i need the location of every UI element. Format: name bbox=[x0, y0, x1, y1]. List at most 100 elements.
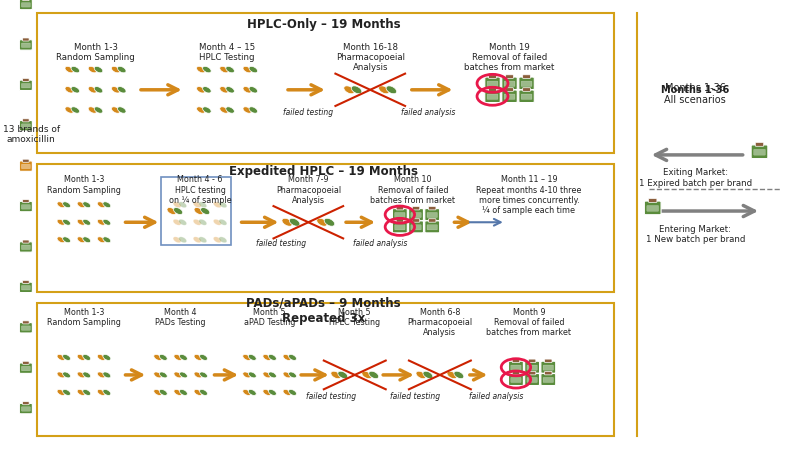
Ellipse shape bbox=[97, 389, 105, 396]
Ellipse shape bbox=[94, 66, 103, 73]
Ellipse shape bbox=[159, 354, 167, 361]
FancyBboxPatch shape bbox=[647, 206, 659, 211]
Ellipse shape bbox=[159, 372, 167, 378]
FancyBboxPatch shape bbox=[23, 119, 29, 122]
Ellipse shape bbox=[268, 389, 276, 396]
Ellipse shape bbox=[179, 219, 187, 225]
Ellipse shape bbox=[173, 202, 181, 208]
FancyBboxPatch shape bbox=[21, 164, 30, 169]
Ellipse shape bbox=[173, 219, 181, 225]
Text: Month 6-8
Pharmacopoeial
Analysis: Month 6-8 Pharmacopoeial Analysis bbox=[407, 308, 473, 337]
Ellipse shape bbox=[249, 354, 257, 361]
Ellipse shape bbox=[200, 372, 208, 378]
Ellipse shape bbox=[213, 219, 221, 225]
Ellipse shape bbox=[213, 202, 221, 208]
Ellipse shape bbox=[57, 202, 65, 208]
Ellipse shape bbox=[196, 107, 205, 113]
Ellipse shape bbox=[288, 372, 296, 378]
FancyBboxPatch shape bbox=[487, 81, 498, 87]
Ellipse shape bbox=[77, 202, 85, 208]
Ellipse shape bbox=[194, 372, 202, 378]
Ellipse shape bbox=[103, 237, 111, 243]
FancyBboxPatch shape bbox=[394, 224, 405, 230]
FancyBboxPatch shape bbox=[23, 281, 29, 283]
Text: Month 10
Removal of failed
batches from market: Month 10 Removal of failed batches from … bbox=[371, 175, 455, 205]
FancyBboxPatch shape bbox=[487, 94, 498, 99]
FancyBboxPatch shape bbox=[21, 124, 30, 128]
FancyBboxPatch shape bbox=[411, 224, 421, 230]
Text: failed analysis: failed analysis bbox=[401, 108, 455, 117]
FancyBboxPatch shape bbox=[512, 371, 520, 375]
Ellipse shape bbox=[154, 372, 162, 378]
FancyBboxPatch shape bbox=[485, 90, 501, 102]
Ellipse shape bbox=[77, 237, 85, 243]
FancyBboxPatch shape bbox=[508, 374, 524, 386]
Ellipse shape bbox=[243, 354, 251, 361]
FancyBboxPatch shape bbox=[756, 142, 763, 146]
Ellipse shape bbox=[454, 371, 464, 379]
Ellipse shape bbox=[199, 202, 207, 208]
Ellipse shape bbox=[317, 218, 327, 226]
FancyBboxPatch shape bbox=[21, 43, 30, 48]
Ellipse shape bbox=[112, 107, 120, 113]
Ellipse shape bbox=[263, 354, 271, 361]
FancyBboxPatch shape bbox=[524, 361, 539, 373]
FancyBboxPatch shape bbox=[523, 75, 531, 79]
FancyBboxPatch shape bbox=[37, 13, 614, 153]
FancyBboxPatch shape bbox=[754, 150, 765, 155]
FancyBboxPatch shape bbox=[489, 75, 497, 79]
Ellipse shape bbox=[63, 237, 70, 243]
Ellipse shape bbox=[379, 86, 389, 94]
Ellipse shape bbox=[57, 219, 65, 225]
FancyBboxPatch shape bbox=[521, 94, 532, 99]
FancyBboxPatch shape bbox=[409, 221, 424, 233]
Text: Expedited HPLC – 19 Months: Expedited HPLC – 19 Months bbox=[230, 166, 418, 178]
Ellipse shape bbox=[331, 371, 341, 379]
FancyBboxPatch shape bbox=[519, 90, 535, 102]
FancyBboxPatch shape bbox=[21, 245, 30, 250]
Ellipse shape bbox=[180, 372, 188, 378]
Ellipse shape bbox=[194, 354, 202, 361]
FancyBboxPatch shape bbox=[411, 212, 421, 218]
Ellipse shape bbox=[77, 219, 85, 225]
FancyBboxPatch shape bbox=[392, 221, 407, 233]
FancyBboxPatch shape bbox=[413, 219, 420, 222]
Text: Month 4 – 15
HPLC Testing: Month 4 – 15 HPLC Testing bbox=[199, 43, 255, 62]
FancyBboxPatch shape bbox=[21, 407, 30, 411]
Ellipse shape bbox=[71, 66, 80, 73]
FancyBboxPatch shape bbox=[427, 224, 437, 230]
Ellipse shape bbox=[71, 87, 80, 93]
FancyBboxPatch shape bbox=[511, 377, 521, 383]
Ellipse shape bbox=[174, 354, 182, 361]
FancyBboxPatch shape bbox=[649, 198, 657, 202]
Ellipse shape bbox=[219, 87, 228, 93]
FancyBboxPatch shape bbox=[19, 0, 32, 10]
Ellipse shape bbox=[263, 389, 271, 396]
Text: HPLC-Only – 19 Months: HPLC-Only – 19 Months bbox=[247, 18, 401, 31]
Ellipse shape bbox=[82, 372, 90, 378]
FancyBboxPatch shape bbox=[19, 363, 32, 374]
Ellipse shape bbox=[173, 237, 181, 243]
FancyBboxPatch shape bbox=[425, 221, 440, 233]
FancyBboxPatch shape bbox=[413, 207, 420, 210]
Ellipse shape bbox=[97, 354, 105, 361]
Text: Month 9
Removal of failed
batches from market: Month 9 Removal of failed batches from m… bbox=[486, 308, 571, 337]
FancyBboxPatch shape bbox=[545, 371, 552, 375]
Ellipse shape bbox=[82, 237, 90, 243]
FancyBboxPatch shape bbox=[23, 361, 29, 364]
FancyBboxPatch shape bbox=[409, 208, 424, 220]
Text: Month 11 – 19
Repeat months 4-10 three
more times concurrently.
¼ of sample each: Month 11 – 19 Repeat months 4-10 three m… bbox=[476, 175, 581, 216]
Ellipse shape bbox=[249, 87, 257, 93]
FancyBboxPatch shape bbox=[505, 81, 515, 87]
Ellipse shape bbox=[249, 66, 257, 73]
Ellipse shape bbox=[263, 372, 271, 378]
Ellipse shape bbox=[173, 207, 183, 215]
Ellipse shape bbox=[77, 389, 85, 396]
Ellipse shape bbox=[283, 354, 291, 361]
Ellipse shape bbox=[57, 389, 65, 396]
FancyBboxPatch shape bbox=[523, 88, 531, 91]
FancyBboxPatch shape bbox=[528, 359, 536, 363]
FancyBboxPatch shape bbox=[19, 201, 32, 212]
FancyBboxPatch shape bbox=[543, 365, 554, 370]
Ellipse shape bbox=[65, 107, 74, 113]
